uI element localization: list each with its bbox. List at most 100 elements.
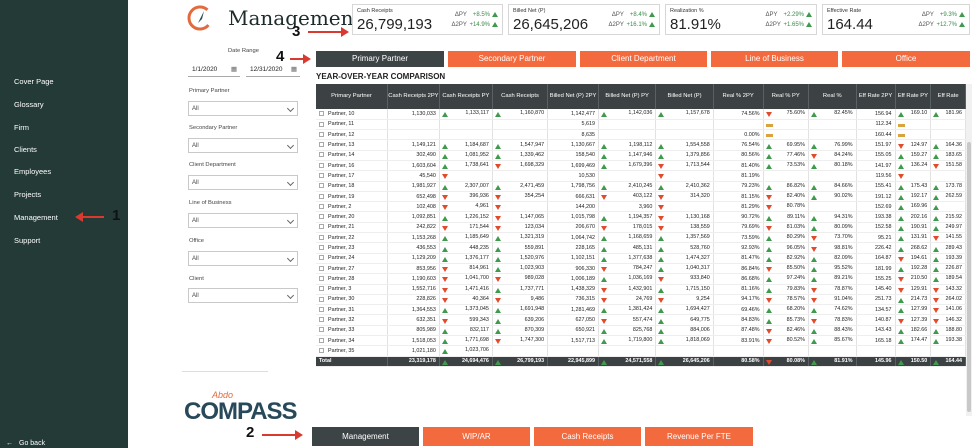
table-row[interactable]: Partner, 27 853,956 814,961 1,023,903 906,33… [316, 263, 966, 275]
table-row[interactable]: Partner, 23 436,553 448,235 559,891 228,165 4… [316, 242, 966, 254]
tab-client-department[interactable]: Client Department [580, 51, 707, 67]
up-arrow-icon [806, 12, 812, 17]
column-header[interactable]: Cash Receipts 2PY [387, 84, 440, 109]
table-row[interactable]: Partner, 34 1,518,053 1,771,698 1,747,300 1,… [316, 335, 966, 347]
table-row[interactable]: Partner, 19 652,498 396,936 354,254 666,631 4… [316, 191, 966, 203]
row-select-checkbox[interactable] [319, 327, 324, 333]
row-select-checkbox[interactable] [319, 183, 324, 189]
row-select-checkbox[interactable] [319, 337, 324, 343]
row-select-checkbox[interactable] [319, 286, 324, 292]
table-cell: 354,254 [492, 191, 549, 203]
calendar-icon[interactable]: ▦ [290, 66, 297, 73]
row-select-checkbox[interactable] [319, 296, 324, 302]
line-of-business-select[interactable]: All [188, 213, 298, 228]
cell-value: 1,142,477 [571, 110, 595, 117]
office-select[interactable]: All [188, 251, 298, 266]
table-row[interactable]: Partner, 24 1,129,209 1,376,177 1,520,976 1,… [316, 253, 966, 264]
bottom-tab-cash-receipts[interactable]: Cash Receipts [534, 427, 641, 446]
column-header[interactable]: Real % [808, 84, 857, 109]
table-row[interactable]: Partner, 10 1,130,033 1,133,117 1,160,870 1,… [316, 109, 966, 120]
row-select-checkbox[interactable] [319, 234, 324, 240]
secondary-partner-select[interactable]: All [188, 138, 298, 153]
date-to-value: 12/31/2020 [250, 66, 283, 73]
sidebar-item-firm[interactable]: Firm [14, 123, 29, 132]
table-row[interactable]: Partner, 17 45,540 10,530 81.19% 119.56 [316, 170, 966, 182]
bottom-tab-revenue-per-fte[interactable]: Revenue Per FTE [645, 427, 753, 446]
column-header[interactable]: Eff Rate [930, 84, 966, 109]
row-select-checkbox[interactable] [319, 306, 324, 312]
table-row[interactable]: Partner, 13 1,149,121 1,184,687 1,547,947 1,… [316, 139, 966, 151]
row-select-checkbox[interactable] [319, 173, 324, 178]
table-row[interactable]: Partner, 18 1,981,927 2,307,007 2,471,459 1,… [316, 181, 966, 192]
table-row[interactable]: Partner, 21 242,822 171,544 123,034 206,670 1… [316, 222, 966, 234]
table-row[interactable]: Partner, 2 102,408 4,961 144,200 3,960 81.29%… [316, 201, 966, 213]
table-row[interactable]: Partner, 20 1,092,851 1,226,152 1,147,065 1,… [316, 211, 966, 223]
row-select-checkbox[interactable] [319, 224, 324, 230]
go-back-button[interactable]: ← Go back [6, 440, 45, 447]
table-row[interactable]: Partner, 22 1,153,268 1,185,649 1,321,319 1,… [316, 232, 966, 244]
sidebar-item-cover-page[interactable]: Cover Page [14, 77, 54, 86]
column-header[interactable]: Billed Net (P) 2PY [547, 84, 599, 109]
sidebar-item-employees[interactable]: Employees [14, 167, 52, 176]
row-select-checkbox[interactable] [319, 245, 324, 251]
table-row[interactable]: Partner, 32 632,351 599,343 639,206 627,050 5… [316, 314, 966, 326]
table-cell: 24,769 [598, 294, 657, 306]
column-header[interactable]: Billed Net (P) PY [598, 84, 657, 109]
sidebar-item-projects[interactable]: Projects [14, 190, 42, 199]
table-row[interactable]: Partner, 35 1,021,180 1,023,706 [316, 345, 966, 357]
table-row[interactable]: Partner, 31 1,364,553 1,373,045 1,691,948 1,… [316, 304, 966, 316]
row-select-checkbox[interactable] [319, 317, 324, 323]
scrollbar-thumb[interactable] [967, 142, 971, 412]
column-header[interactable]: Eff Rate PY [895, 84, 932, 109]
row-select-checkbox[interactable] [319, 193, 324, 199]
primary-partner-select[interactable]: All [188, 101, 298, 116]
calendar-icon[interactable]: ▦ [230, 66, 237, 73]
cell-value: 80.18% [834, 162, 853, 169]
tab-primary-partner[interactable]: Primary Partner [316, 51, 444, 67]
row-select-checkbox[interactable] [319, 275, 324, 281]
column-header[interactable]: Real % PY [763, 84, 809, 109]
row-select-checkbox[interactable] [319, 131, 324, 137]
table-row[interactable]: Partner, 14 302,490 1,081,952 1,339,462 158,… [316, 150, 966, 161]
row-select-checkbox[interactable] [319, 162, 324, 168]
table-row[interactable]: Partner, 30 228,826 40,364 9,486 736,315 24,7… [316, 294, 966, 306]
table-row[interactable]: Partner, 33 805,989 832,117 870,309 650,921 8… [316, 325, 966, 337]
column-header[interactable]: Billed Net (P) [655, 84, 714, 109]
column-header[interactable]: Eff Rate 2PY [856, 84, 896, 109]
tab-office[interactable]: Office [842, 51, 970, 67]
client-department-select[interactable]: All [188, 175, 298, 190]
table-row[interactable]: Partner, 12 8,635 0.00% 160.44 [316, 129, 966, 141]
column-header[interactable]: Real % 2PY [713, 84, 764, 109]
row-select-checkbox[interactable] [319, 121, 324, 127]
table-row[interactable]: Partner, 28 1,190,603 1,041,700 989,028 1,00… [316, 273, 966, 285]
row-select-checkbox[interactable] [319, 265, 324, 271]
cell-value: 2,471,459 [520, 182, 545, 189]
table-scrollbar[interactable] [966, 84, 972, 416]
table-row[interactable]: Partner, 16 1,603,604 1,738,641 1,698,329 1,… [316, 160, 966, 172]
tab-secondary-partner[interactable]: Secondary Partner [448, 51, 576, 67]
row-select-checkbox[interactable] [319, 255, 324, 261]
sidebar-item-support[interactable]: Support [14, 236, 41, 245]
column-header[interactable]: Cash Receipts [492, 84, 549, 109]
sidebar-item-glossary[interactable]: Glossary [14, 100, 44, 109]
table-row[interactable]: Partner, 11 5,619 112.34 [316, 119, 966, 131]
table-row[interactable]: Partner, 3 1,552,716 1,471,416 1,737,771 1,4… [316, 284, 966, 295]
sidebar-item-management[interactable]: Management [14, 213, 58, 222]
row-select-checkbox[interactable] [319, 110, 324, 116]
down-arrow-icon [897, 174, 904, 180]
tab-line-of-business[interactable]: Line of Business [711, 51, 838, 67]
row-select-checkbox[interactable] [319, 214, 324, 220]
date-from-input[interactable]: 1/1/2020 ▦ [188, 63, 240, 77]
down-arrow-icon [658, 297, 665, 303]
date-to-input[interactable]: 12/31/2020 ▦ [246, 63, 300, 77]
bottom-tab-management[interactable]: Management [312, 427, 419, 446]
client-select[interactable]: All [188, 288, 298, 303]
sidebar-item-clients[interactable]: Clients [14, 145, 37, 154]
column-header[interactable]: Primary Partner [316, 84, 388, 109]
bottom-tab-wip-ar[interactable]: WIP/AR [423, 427, 530, 446]
row-select-checkbox[interactable] [319, 203, 324, 209]
row-select-checkbox[interactable] [319, 348, 324, 354]
row-select-checkbox[interactable] [319, 152, 324, 158]
row-select-checkbox[interactable] [319, 142, 324, 148]
column-header[interactable]: Cash Receipts PY [439, 84, 493, 109]
